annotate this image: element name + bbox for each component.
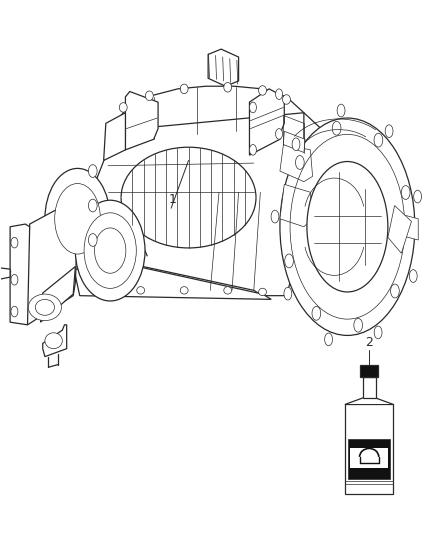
Ellipse shape bbox=[75, 200, 145, 301]
Ellipse shape bbox=[312, 306, 321, 320]
Ellipse shape bbox=[250, 102, 256, 113]
Polygon shape bbox=[125, 92, 158, 150]
Ellipse shape bbox=[325, 333, 332, 346]
Polygon shape bbox=[283, 131, 305, 152]
Text: 1: 1 bbox=[169, 192, 177, 206]
Bar bbox=[348, 439, 391, 479]
Polygon shape bbox=[280, 184, 313, 227]
Polygon shape bbox=[25, 203, 78, 325]
Ellipse shape bbox=[250, 144, 256, 155]
Ellipse shape bbox=[224, 287, 232, 294]
Ellipse shape bbox=[332, 122, 341, 135]
Polygon shape bbox=[104, 113, 125, 160]
Ellipse shape bbox=[271, 210, 279, 223]
Ellipse shape bbox=[285, 254, 293, 268]
Ellipse shape bbox=[385, 125, 393, 138]
Ellipse shape bbox=[307, 161, 388, 292]
Ellipse shape bbox=[11, 274, 18, 285]
Polygon shape bbox=[398, 214, 418, 240]
Polygon shape bbox=[208, 49, 239, 86]
Ellipse shape bbox=[11, 237, 18, 248]
Polygon shape bbox=[0, 268, 10, 280]
Bar bbox=[363, 377, 376, 398]
Ellipse shape bbox=[88, 165, 97, 177]
Ellipse shape bbox=[180, 287, 188, 294]
Ellipse shape bbox=[88, 199, 97, 212]
Ellipse shape bbox=[296, 156, 304, 169]
Polygon shape bbox=[41, 266, 75, 322]
Polygon shape bbox=[388, 206, 411, 253]
Ellipse shape bbox=[391, 284, 399, 298]
Bar bbox=[345, 403, 393, 405]
Ellipse shape bbox=[337, 104, 345, 117]
Ellipse shape bbox=[35, 300, 54, 316]
Ellipse shape bbox=[276, 89, 283, 100]
Ellipse shape bbox=[145, 91, 153, 101]
Ellipse shape bbox=[95, 228, 126, 273]
Polygon shape bbox=[280, 144, 313, 182]
Ellipse shape bbox=[292, 138, 300, 151]
Ellipse shape bbox=[55, 183, 100, 254]
Ellipse shape bbox=[374, 133, 383, 147]
Text: 2: 2 bbox=[365, 336, 373, 349]
Ellipse shape bbox=[137, 287, 145, 294]
Ellipse shape bbox=[224, 83, 232, 92]
Ellipse shape bbox=[280, 118, 415, 335]
Ellipse shape bbox=[354, 318, 363, 332]
Polygon shape bbox=[10, 224, 30, 325]
Bar bbox=[360, 365, 378, 377]
Ellipse shape bbox=[84, 213, 136, 288]
Ellipse shape bbox=[284, 287, 292, 300]
Polygon shape bbox=[69, 113, 304, 296]
Ellipse shape bbox=[258, 86, 266, 95]
Ellipse shape bbox=[410, 270, 417, 282]
Ellipse shape bbox=[283, 95, 290, 104]
Bar bbox=[350, 448, 388, 468]
Ellipse shape bbox=[258, 288, 266, 296]
Polygon shape bbox=[345, 405, 393, 495]
Ellipse shape bbox=[88, 233, 97, 246]
Ellipse shape bbox=[45, 168, 110, 269]
Ellipse shape bbox=[276, 128, 283, 139]
Ellipse shape bbox=[119, 103, 127, 112]
Ellipse shape bbox=[413, 190, 421, 203]
Polygon shape bbox=[250, 89, 284, 155]
Polygon shape bbox=[70, 252, 271, 300]
Ellipse shape bbox=[45, 333, 62, 349]
Polygon shape bbox=[43, 325, 67, 357]
Ellipse shape bbox=[180, 84, 188, 94]
Polygon shape bbox=[108, 86, 304, 150]
Ellipse shape bbox=[374, 326, 382, 339]
Ellipse shape bbox=[401, 185, 410, 199]
Ellipse shape bbox=[28, 294, 61, 320]
Ellipse shape bbox=[11, 306, 18, 317]
